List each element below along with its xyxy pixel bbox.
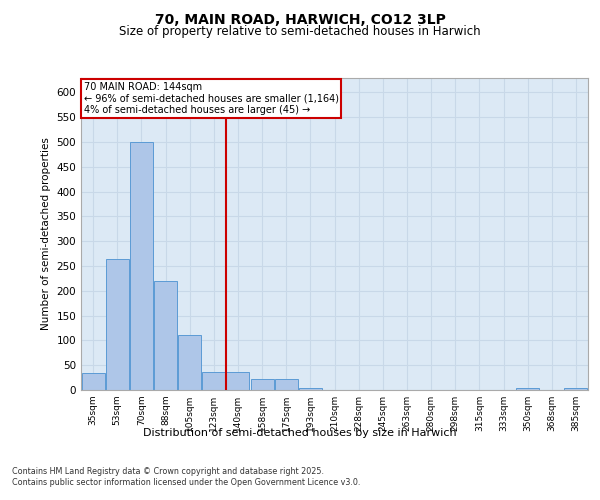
- Text: 70, MAIN ROAD, HARWICH, CO12 3LP: 70, MAIN ROAD, HARWICH, CO12 3LP: [155, 12, 445, 26]
- Text: 70 MAIN ROAD: 144sqm
← 96% of semi-detached houses are smaller (1,164)
4% of sem: 70 MAIN ROAD: 144sqm ← 96% of semi-detac…: [83, 82, 338, 116]
- Bar: [202, 372, 225, 390]
- Y-axis label: Number of semi-detached properties: Number of semi-detached properties: [41, 138, 51, 330]
- Bar: [565, 388, 587, 390]
- Bar: [226, 372, 250, 390]
- Bar: [178, 336, 201, 390]
- Bar: [82, 372, 104, 390]
- Bar: [251, 379, 274, 390]
- Text: Contains HM Land Registry data © Crown copyright and database right 2025.
Contai: Contains HM Land Registry data © Crown c…: [12, 468, 361, 487]
- Text: Size of property relative to semi-detached houses in Harwich: Size of property relative to semi-detach…: [119, 25, 481, 38]
- Bar: [154, 281, 177, 390]
- Bar: [130, 142, 153, 390]
- Bar: [275, 379, 298, 390]
- Bar: [299, 388, 322, 390]
- Text: Distribution of semi-detached houses by size in Harwich: Distribution of semi-detached houses by …: [143, 428, 457, 438]
- Bar: [106, 258, 128, 390]
- Bar: [516, 388, 539, 390]
